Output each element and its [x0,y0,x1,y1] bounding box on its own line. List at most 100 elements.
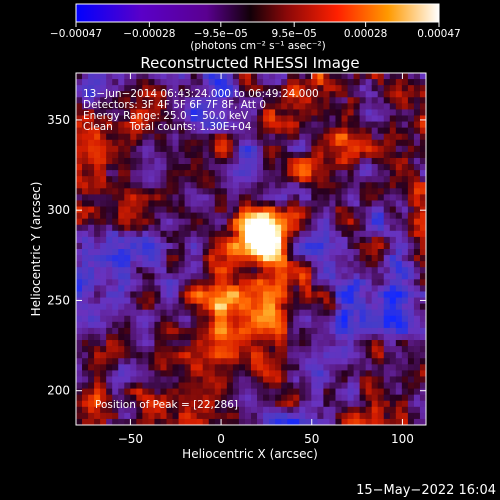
heatmap-cell [166,194,174,202]
heatmap-cell [359,188,367,195]
heatmap-cell [94,273,101,280]
heatmap-cell [251,85,258,92]
heatmap-cell [281,388,288,396]
heatmap-cell [257,176,264,183]
heatmap-cell [148,321,156,329]
heatmap-cell [341,151,349,159]
heatmap-cell [287,285,294,293]
y-axis-label: Heliocentric Y (arcsec) [29,182,43,317]
heatmap-cell [359,115,367,123]
heatmap-cell [172,340,180,347]
heatmap-cell [208,133,216,141]
heatmap-cell [130,321,137,329]
heatmap-cell [293,121,300,129]
heatmap-cell [172,291,180,299]
heatmap-cell [100,315,107,323]
heatmap-cell [275,242,282,250]
heatmap-cell [82,85,89,92]
heatmap-cell [214,279,222,287]
heatmap-cell [353,340,361,347]
heatmap-cell [196,230,204,238]
heatmap-cell [184,212,192,220]
heatmap-cell [142,370,150,378]
heatmap-cell [329,224,337,232]
heatmap-cell [244,370,252,378]
heatmap-cell [130,376,137,384]
heatmap-cell [365,73,373,80]
heatmap-cell [329,412,337,420]
heatmap-cell [232,315,240,323]
heatmap-cell [136,255,143,262]
heatmap-cell [244,273,252,280]
heatmap-cell [214,170,222,177]
heatmap-cell [371,285,379,293]
heatmap-cell [118,218,125,226]
heatmap-cell [148,418,156,425]
heatmap-cell [305,333,312,341]
heatmap-cell [112,255,119,262]
heatmap-cell [383,139,391,147]
heatmap-cell [232,164,240,171]
heatmap-cell [142,151,150,159]
heatmap-cell [311,249,318,256]
heatmap-cell [106,382,113,390]
heatmap-cell [395,242,403,250]
heatmap-cell [76,352,83,359]
heatmap-cell [305,91,312,98]
heatmap-cell [178,382,186,390]
heatmap-cell [281,145,288,153]
heatmap-cell [347,388,355,396]
heatmap-cell [407,73,415,80]
heatmap-cell [293,394,300,402]
heatmap-cell [353,242,361,250]
heatmap-cell [172,73,180,80]
heatmap-cell [359,327,367,335]
heatmap-cell [287,85,294,92]
heatmap-cell [136,194,143,202]
heatmap-cell [106,97,113,104]
heatmap-cell [269,285,276,293]
heatmap-cell [94,176,101,183]
heatmap-cell [160,157,168,165]
heatmap-cell [305,151,312,159]
heatmap-cell [112,364,119,371]
heatmap-cell [190,121,198,129]
heatmap-cell [341,412,349,420]
heatmap-cell [251,206,258,214]
heatmap-cell [251,236,258,244]
heatmap-cell [389,157,397,165]
heatmap-cell [263,376,270,384]
heatmap-cell [275,188,282,195]
heatmap-cell [359,376,367,384]
heatmap-cell [130,370,137,378]
heatmap-cell [251,358,258,365]
heatmap-cell [142,406,150,414]
heatmap-cell [251,261,258,268]
heatmap-cell [76,73,83,80]
heatmap-cell [269,109,276,117]
heatmap-cell [263,133,270,141]
heatmap-cell [377,394,385,402]
heatmap-cell [130,121,137,129]
heatmap-cell [202,327,210,335]
heatmap-cell [244,291,252,299]
colorbar-tick-label: 0.00028 [344,28,387,40]
heatmap-cell [244,194,252,202]
heatmap-cell [160,249,168,256]
heatmap-cell [148,412,156,420]
heatmap-cell [311,273,318,280]
heatmap-cell [172,279,180,287]
heatmap-cell [269,340,276,347]
heatmap-cell [413,139,421,147]
heatmap-cell [208,364,216,371]
heatmap-cell [190,255,198,262]
heatmap-cell [257,297,264,305]
heatmap-cell [100,267,107,274]
heatmap-cell [202,164,210,171]
heatmap-cell [401,261,409,268]
heatmap-cell [389,291,397,299]
heatmap-cell [76,346,83,353]
heatmap-cell [148,182,156,189]
heatmap-cell [208,212,216,220]
heatmap-cell [287,333,294,341]
